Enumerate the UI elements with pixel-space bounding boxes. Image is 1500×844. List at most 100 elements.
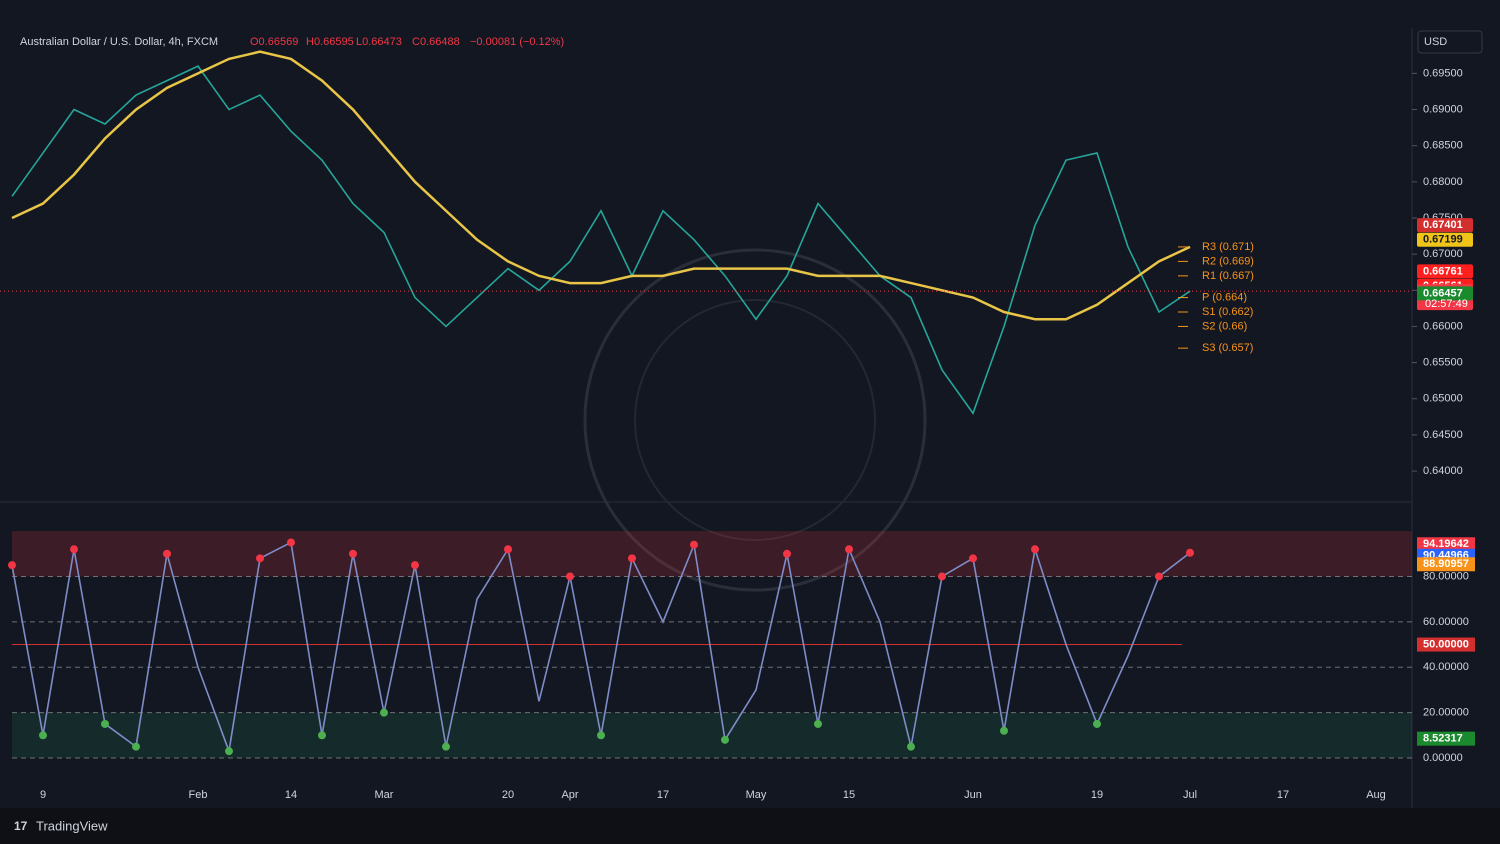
signal-dot: [380, 708, 388, 717]
brand[interactable]: TradingView: [36, 818, 108, 833]
y-tick-label: 0.68000: [1423, 176, 1463, 188]
y-tick-label: 20.00000: [1423, 707, 1469, 719]
y-tick-label: 0.65000: [1423, 393, 1463, 405]
signal-dot: [1186, 548, 1194, 557]
value-badge-label: 88.90957: [1423, 558, 1469, 570]
pivot-label: S3 (0.657): [1202, 342, 1253, 354]
brand-logo: 17: [14, 819, 28, 833]
series-line: [11, 65, 1191, 415]
countdown: 02:57:49: [1425, 298, 1468, 310]
x-tick-label: 14: [285, 789, 297, 801]
signal-dot: [411, 561, 419, 570]
price-badge: [1417, 264, 1473, 279]
pivot-label: R1 (0.667): [1202, 270, 1254, 282]
signal-dot: [1155, 572, 1163, 581]
value-badge-label: 94.19642: [1423, 538, 1469, 550]
signal-dot: [783, 549, 791, 558]
y-tick-label: 0.00000: [1423, 752, 1463, 764]
y-tick-label: 0.65500: [1423, 357, 1463, 369]
x-tick-label: 15: [843, 789, 855, 801]
price-badge-label: 0.66761: [1423, 265, 1463, 277]
midline-badge: [1417, 637, 1475, 652]
ohlc-low: L0.66473: [356, 36, 402, 48]
value-badge: [1417, 731, 1475, 746]
pivot-label: P (0.664): [1202, 291, 1247, 303]
x-tick-label: 9: [40, 789, 46, 801]
signal-dot: [504, 545, 512, 554]
value-badge: [1417, 557, 1475, 572]
watermark: [583, 248, 927, 592]
signal-dot: [907, 742, 915, 751]
ohlc-open: O0.66569: [250, 36, 298, 48]
signal-dot: [969, 554, 977, 563]
pivot-label: R2 (0.669): [1202, 255, 1254, 267]
ohlc-high: H0.66595: [306, 36, 354, 48]
signal-dot: [1000, 726, 1008, 735]
signal-dot: [442, 742, 450, 751]
price-badge-label: 0.67199: [1423, 234, 1463, 246]
value-badge-label: 8.52317: [1423, 733, 1463, 745]
y-tick-label: 80.00000: [1423, 570, 1469, 582]
x-tick-label: 17: [657, 789, 669, 801]
signal-dot: [349, 549, 357, 558]
signal-dot: [101, 719, 109, 728]
signal-dot: [1031, 545, 1039, 554]
currency-box[interactable]: [1417, 30, 1483, 54]
y-tick-label: 0.68500: [1423, 140, 1463, 152]
pivot-label: S1 (0.662): [1202, 306, 1253, 318]
symbol-title: Australian Dollar / U.S. Dollar, 4h, FXC…: [20, 36, 218, 48]
signal-dot: [845, 545, 853, 554]
price-badge-label: 0.66457: [1423, 287, 1463, 299]
series-line: [11, 50, 1191, 321]
signal-dot: [721, 735, 729, 744]
signal-dot: [938, 572, 946, 581]
value-badge: [1417, 537, 1475, 552]
signal-dot: [163, 549, 171, 558]
pivot-label: S2 (0.66): [1202, 320, 1247, 332]
signal-dot: [814, 719, 822, 728]
x-tick-label: Feb: [189, 789, 208, 801]
y-tick-label: 0.64500: [1423, 429, 1463, 441]
price-badge: [1417, 286, 1473, 301]
price-badge: [1417, 218, 1473, 233]
x-tick-label: 20: [502, 789, 514, 801]
ohlc-close: C0.66488: [412, 36, 460, 48]
price-badge: [1417, 232, 1473, 247]
x-tick-label: 19: [1091, 789, 1103, 801]
x-tick-label: 17: [1277, 789, 1289, 801]
x-tick-label: May: [746, 789, 767, 801]
price-badge-label: 0.67401: [1423, 219, 1463, 231]
x-tick-label: Aug: [1366, 789, 1386, 801]
signal-dot: [690, 540, 698, 549]
zone-band: [12, 531, 1412, 577]
y-tick-label: 0.66000: [1423, 320, 1463, 332]
midline-label: 50.00000: [1423, 638, 1469, 650]
x-tick-label: Apr: [561, 789, 578, 801]
watermark: [634, 299, 876, 541]
signal-dot: [628, 554, 636, 563]
x-tick-label: Jun: [964, 789, 982, 801]
y-tick-label: 0.64000: [1423, 465, 1463, 477]
footer-bar: [0, 808, 1500, 844]
signal-dot: [597, 731, 605, 740]
pivot-label: R3 (0.671): [1202, 241, 1254, 253]
signal-dot: [256, 554, 264, 563]
x-tick-label: Jul: [1183, 789, 1197, 801]
signal-dot: [1093, 719, 1101, 728]
signal-dot: [318, 731, 326, 740]
signal-dot: [70, 545, 78, 554]
signal-dot: [8, 561, 16, 570]
signal-dot: [39, 731, 47, 740]
y-tick-label: 60.00000: [1423, 616, 1469, 628]
signal-dot: [566, 572, 574, 581]
y-tick-label: 0.69000: [1423, 103, 1463, 115]
x-tick-label: Mar: [375, 789, 394, 801]
y-tick-label: 0.67000: [1423, 248, 1463, 260]
y-tick-label: 0.69500: [1423, 67, 1463, 79]
y-tick-label: 40.00000: [1423, 661, 1469, 673]
signal-dot: [287, 538, 295, 547]
ohlc-change: −0.00081 (−0.12%): [470, 36, 564, 48]
zone-band: [12, 712, 1412, 758]
